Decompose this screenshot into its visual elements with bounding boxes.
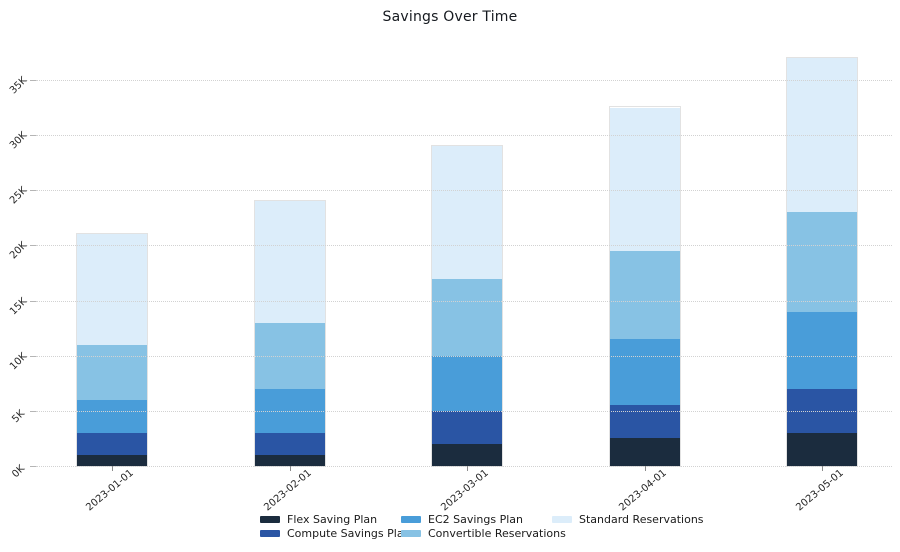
legend-swatch [401,515,421,523]
y-gridline [36,135,892,137]
bar-segment-ec2-savings-plan[interactable] [77,399,147,433]
bar-segment-standard-reservations[interactable] [254,201,325,323]
bar-segment-compute-savings-plan[interactable] [432,410,502,444]
legend-label: Compute Savings Plan [287,526,411,540]
x-tick-mark [289,466,291,471]
y-tick-label: 15K [7,295,30,317]
y-gridline [36,466,892,467]
y-tick-label: 35K [7,74,30,97]
y-tick-label: 0K [10,463,28,481]
bar-segment-convertible-reservations[interactable] [77,344,147,400]
legend-swatch [260,515,280,523]
bar-stack[interactable] [608,106,681,467]
y-tick-mark [30,135,36,137]
bar-segment-flex-saving-plan[interactable] [787,432,857,466]
bar-stack[interactable] [253,200,326,467]
bar-segment-compute-savings-plan[interactable] [254,432,325,455]
y-tick-label: 20K [7,240,30,262]
x-tick-mark [467,466,468,471]
y-tick-label: 30K [7,130,30,152]
legend-label: EC2 Savings Plan [428,512,523,526]
y-tick-mark [30,79,36,81]
legend-label: Standard Reservations [579,512,704,526]
bar-segment-standard-reservations[interactable] [609,107,680,251]
bar-segment-flex-saving-plan[interactable] [254,454,325,466]
bar-stack[interactable] [76,233,148,467]
bar-segment-standard-reservations[interactable] [77,234,147,345]
y-gridline [36,410,892,412]
y-tick-mark [30,300,36,302]
x-tick-mark [822,466,823,471]
legend-label: Flex Saving Plan [287,512,378,526]
x-tick-label: 2023-05-01 [794,467,846,514]
y-tick-mark [30,466,36,467]
x-tick-label: 2023-04-01 [616,467,669,514]
legend-item-convertible-reservations[interactable]: Convertible Reservations [401,526,566,540]
x-tick-mark [644,466,646,471]
y-gridline [36,245,892,247]
y-tick-mark [30,410,36,412]
bar-segment-convertible-reservations[interactable] [432,278,502,356]
x-tick-label: 2023-01-01 [84,467,136,514]
y-gridline [36,300,892,302]
bar-segment-ec2-savings-plan[interactable] [787,311,857,389]
x-tick-label: 2023-02-01 [261,467,314,514]
bar-segment-standard-reservations[interactable] [432,146,502,279]
legend-swatch [552,515,572,523]
bar-stack[interactable] [786,56,858,467]
legend-swatch [260,529,280,537]
bar-segment-compute-savings-plan[interactable] [77,432,147,455]
y-gridline [36,79,892,81]
legend-item-flex-saving-plan[interactable]: Flex Saving Plan [260,512,401,526]
legend: Flex Saving Plan Compute Savings Plan EC2 … [260,512,704,540]
bar-stack[interactable] [431,145,503,467]
y-tick-label: 5K [10,408,28,425]
y-gridline [36,190,892,192]
bar-segment-ec2-savings-plan[interactable] [432,355,502,411]
bar-segment-flex-saving-plan[interactable] [77,454,147,466]
y-tick-mark [30,355,36,357]
bar-segment-convertible-reservations[interactable] [609,250,680,340]
bar-segment-ec2-savings-plan[interactable] [609,339,680,406]
legend-item-compute-savings-plan[interactable]: Compute Savings Plan [260,526,411,540]
y-gridline [36,355,892,357]
bar-segment-flex-saving-plan[interactable] [432,443,502,466]
y-tick-label: 25K [7,185,30,207]
legend-item-standard-reservations[interactable]: Standard Reservations [552,512,704,526]
x-tick-label: 2023-03-01 [439,467,491,514]
bar-segment-convertible-reservations[interactable] [787,212,857,312]
x-tick-mark [112,466,113,471]
bar-segment-flex-saving-plan[interactable] [609,438,680,466]
y-tick-mark [30,190,36,192]
legend-label: Convertible Reservations [428,526,566,540]
y-tick-label: 10K [7,350,30,373]
chart-title: Savings Over Time [382,9,518,25]
y-tick-mark [30,245,36,247]
legend-swatch [401,529,421,537]
legend-item-ec2-savings-plan[interactable]: EC2 Savings Plan [401,512,552,526]
